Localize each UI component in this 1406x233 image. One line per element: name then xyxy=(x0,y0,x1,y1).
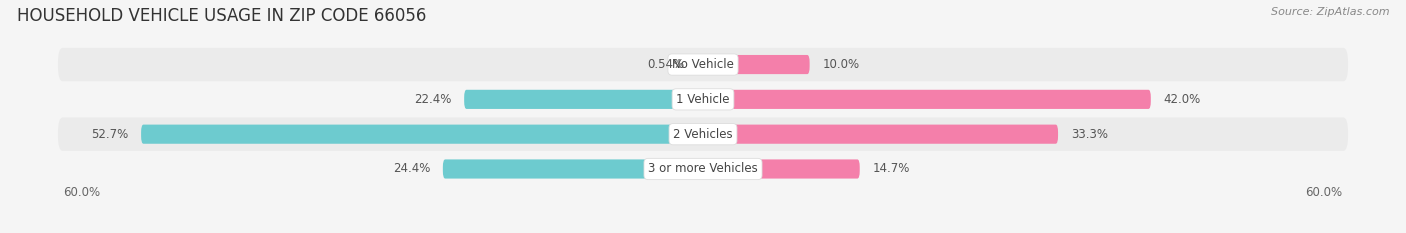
Text: 2 Vehicles: 2 Vehicles xyxy=(673,128,733,141)
FancyBboxPatch shape xyxy=(58,83,1348,116)
FancyBboxPatch shape xyxy=(58,152,1348,186)
Text: 52.7%: 52.7% xyxy=(91,128,128,141)
FancyBboxPatch shape xyxy=(58,117,1348,151)
Text: 1 Vehicle: 1 Vehicle xyxy=(676,93,730,106)
Text: 22.4%: 22.4% xyxy=(413,93,451,106)
Text: 14.7%: 14.7% xyxy=(873,162,910,175)
Text: 0.54%: 0.54% xyxy=(647,58,685,71)
Text: 24.4%: 24.4% xyxy=(392,162,430,175)
FancyBboxPatch shape xyxy=(443,159,703,178)
FancyBboxPatch shape xyxy=(703,159,859,178)
Text: Source: ZipAtlas.com: Source: ZipAtlas.com xyxy=(1271,7,1389,17)
Text: 3 or more Vehicles: 3 or more Vehicles xyxy=(648,162,758,175)
FancyBboxPatch shape xyxy=(703,55,810,74)
FancyBboxPatch shape xyxy=(703,125,1059,144)
Text: 33.3%: 33.3% xyxy=(1071,128,1108,141)
FancyBboxPatch shape xyxy=(697,55,703,74)
Text: HOUSEHOLD VEHICLE USAGE IN ZIP CODE 66056: HOUSEHOLD VEHICLE USAGE IN ZIP CODE 6605… xyxy=(17,7,426,25)
Text: 60.0%: 60.0% xyxy=(63,186,100,199)
FancyBboxPatch shape xyxy=(58,48,1348,81)
Text: 42.0%: 42.0% xyxy=(1164,93,1201,106)
Text: 60.0%: 60.0% xyxy=(1306,186,1343,199)
FancyBboxPatch shape xyxy=(703,90,1152,109)
Text: 10.0%: 10.0% xyxy=(823,58,859,71)
FancyBboxPatch shape xyxy=(141,125,703,144)
Text: No Vehicle: No Vehicle xyxy=(672,58,734,71)
FancyBboxPatch shape xyxy=(464,90,703,109)
